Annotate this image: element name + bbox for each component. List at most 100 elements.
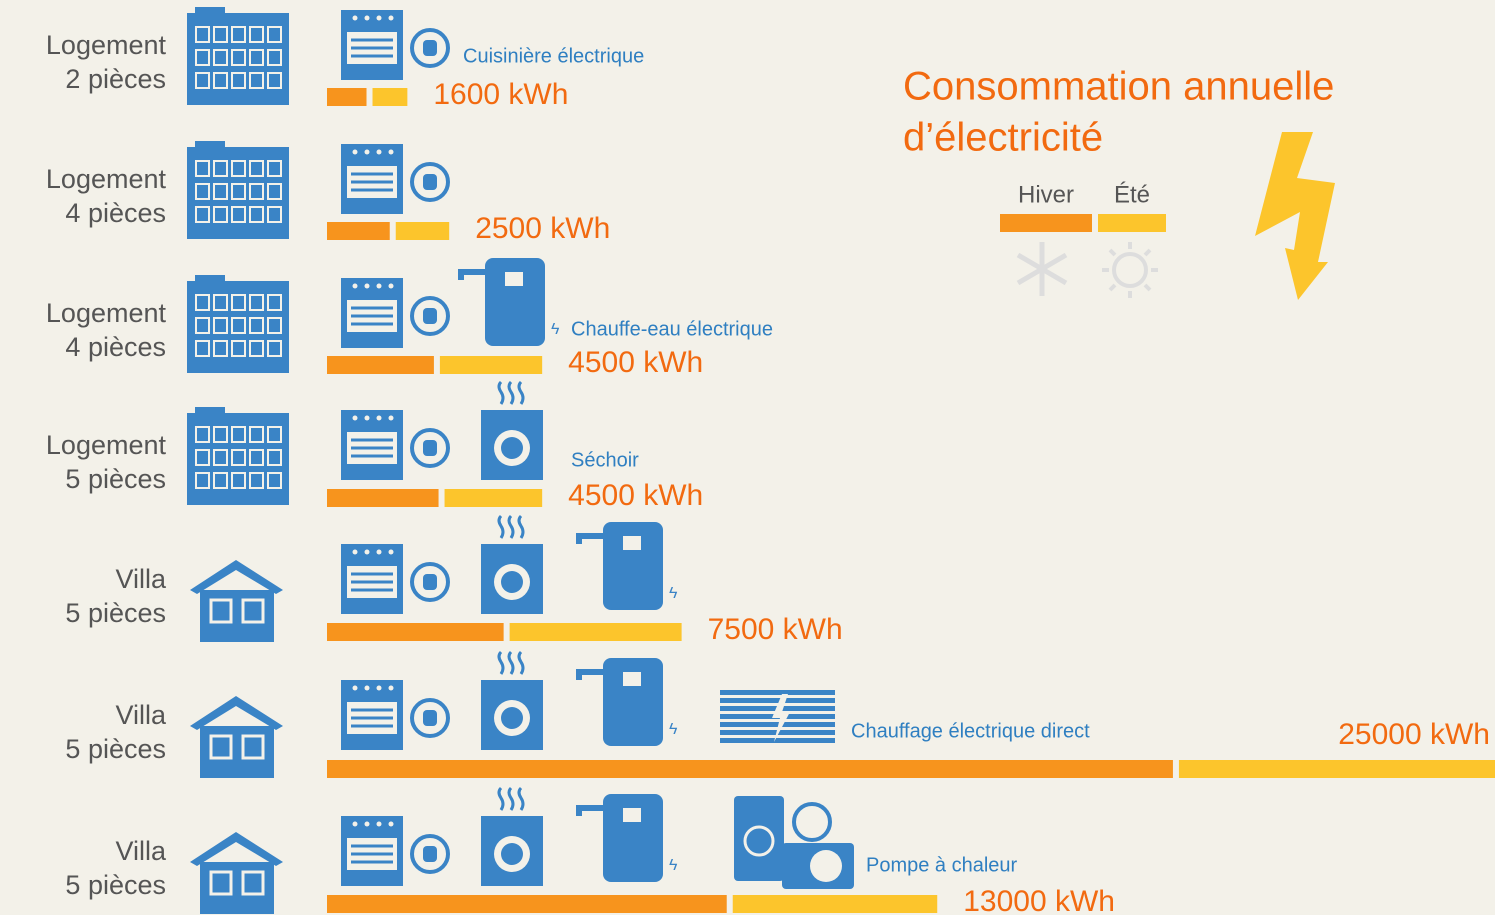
window [249,449,264,466]
display [623,672,641,686]
bar-segment [327,356,434,374]
display [623,808,641,822]
bolt: ϟ [669,857,678,874]
steam [497,380,505,405]
window [195,340,210,357]
plug [423,574,437,590]
water-heater-icon [576,658,663,746]
plug [423,40,437,56]
window [231,183,246,200]
house-icon [190,696,283,778]
roof [195,141,225,149]
dryer-icon [481,786,543,886]
window [267,160,282,177]
window [195,449,210,466]
window [195,317,210,334]
window [195,49,210,66]
knob [364,283,370,289]
total-label: 13000 kWh [963,885,1115,915]
knob [352,415,358,421]
dryer-icon [481,514,543,614]
tap [576,533,603,544]
plug [423,308,437,324]
legend-swatch [1000,214,1092,232]
window [231,206,246,223]
oven-icon [341,144,450,214]
bolt: ϟ [669,585,678,602]
window [213,72,228,89]
apartment-icon [187,275,289,373]
tank [603,658,663,746]
tank [603,794,663,882]
total-label: 2500 kWh [475,212,610,245]
fan [810,850,842,882]
tank [485,258,545,346]
bolt: ϟ [669,721,678,738]
water-heater-icon [576,794,663,882]
bar-segment [372,88,408,106]
fin [720,698,835,703]
window [213,426,228,443]
knob [364,821,370,827]
window [267,72,282,89]
knob [388,685,394,691]
legend-swatch [1098,214,1166,232]
display [505,272,523,286]
knob [376,283,382,289]
total-label: 25000 kWh [1338,718,1490,751]
window [209,734,233,760]
window [213,183,228,200]
apartment-icon [187,141,289,239]
oven-icon [341,278,450,348]
window [231,340,246,357]
total-label: 4500 kWh [568,479,703,512]
window [249,317,264,334]
tap [458,269,485,280]
steam [517,786,525,811]
lightning-icon [1255,132,1335,300]
category-label: Villa [115,564,167,594]
plug-ring [410,296,450,336]
appliance-label: Séchoir [571,449,639,471]
category-label: 4 pièces [65,198,166,228]
total-label: 4500 kWh [568,346,703,379]
window [267,206,282,223]
appliance-label: Chauffe-eau électrique [571,318,773,340]
window [249,206,264,223]
window [195,160,210,177]
window [213,472,228,489]
title-line: Consommation annuelle [903,65,1334,109]
dryer-inner [501,571,523,593]
knob [352,821,358,827]
window [231,449,246,466]
plug-ring [410,28,450,68]
category-label: 5 pièces [65,598,166,628]
snowflake-icon [1016,242,1068,296]
plug [423,440,437,456]
knob [364,549,370,555]
steam [497,514,505,539]
window [213,26,228,43]
title-line: d’électricité [903,116,1103,160]
spiral [743,825,775,857]
steam [507,786,515,811]
sun-icon [1102,242,1158,298]
window [267,340,282,357]
knob [352,549,358,555]
plug [423,846,437,862]
window [231,472,246,489]
knob [364,149,370,155]
dryer-icon [481,650,543,750]
steam [497,786,505,811]
window [209,598,233,624]
oven-icon [341,410,450,480]
bar-segment [327,760,1173,778]
window [231,317,246,334]
fin [720,738,835,743]
window [195,72,210,89]
apartment-icon [187,7,289,105]
window [249,160,264,177]
radiator-icon [720,690,835,743]
window [195,426,210,443]
oven-icon [341,10,450,80]
